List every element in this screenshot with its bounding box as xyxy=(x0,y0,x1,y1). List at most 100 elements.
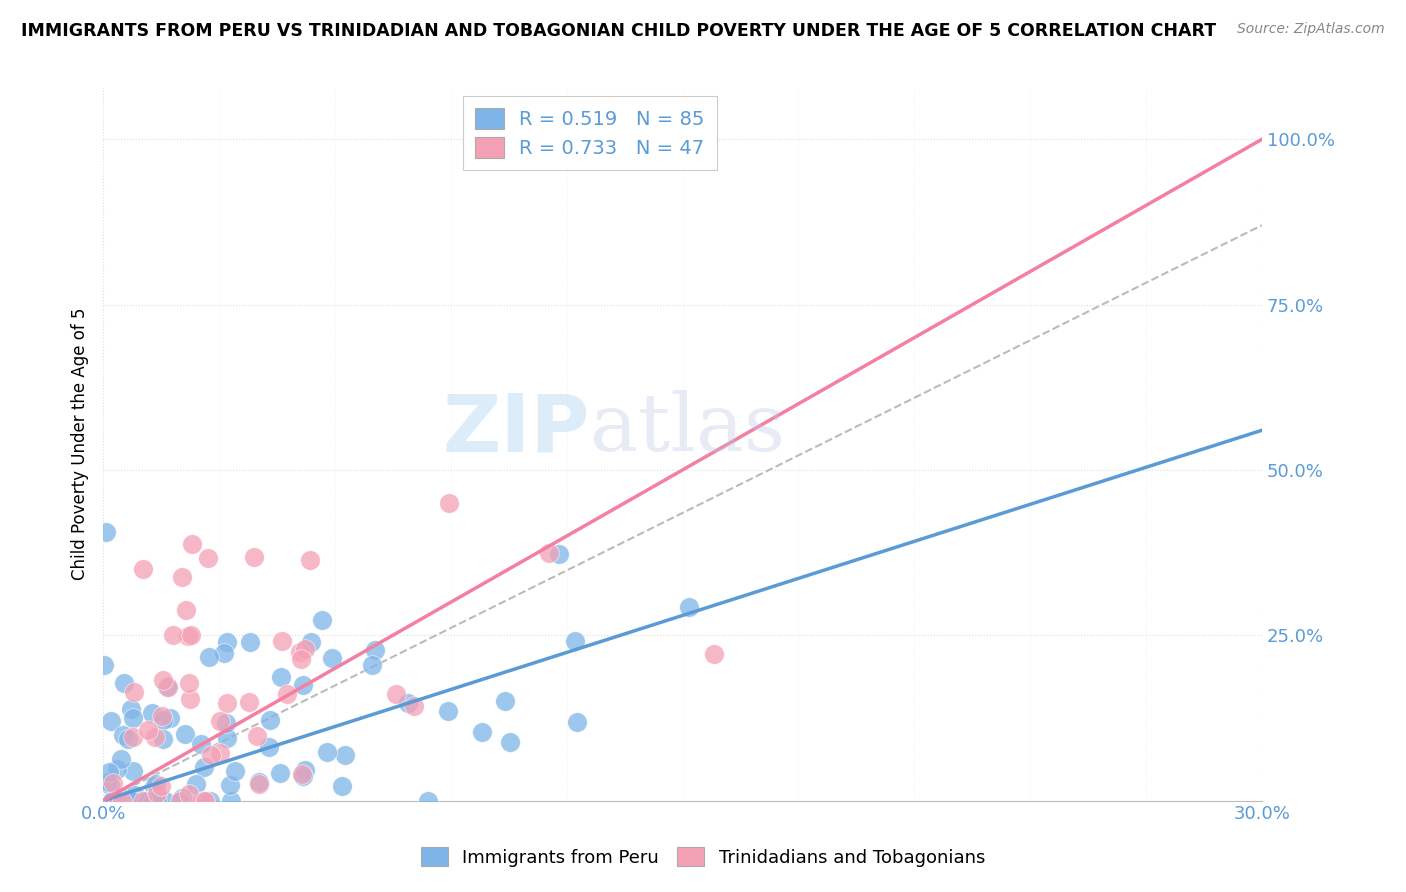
Point xyxy=(678,599,700,614)
Point xyxy=(159,711,181,725)
Point xyxy=(141,794,163,808)
Point xyxy=(238,695,260,709)
Point xyxy=(146,786,169,800)
Point xyxy=(155,680,177,694)
Point xyxy=(135,794,157,808)
Point xyxy=(184,777,207,791)
Point xyxy=(402,699,425,714)
Point xyxy=(105,762,128,776)
Point xyxy=(315,745,337,759)
Point xyxy=(361,658,384,673)
Point xyxy=(103,794,125,808)
Point xyxy=(122,711,145,725)
Point xyxy=(290,652,312,666)
Point xyxy=(565,714,588,729)
Point xyxy=(169,794,191,808)
Point xyxy=(364,643,387,657)
Point xyxy=(101,794,124,808)
Point xyxy=(152,673,174,688)
Point xyxy=(100,714,122,728)
Point xyxy=(191,794,214,808)
Point xyxy=(120,794,142,808)
Point xyxy=(93,657,115,672)
Point xyxy=(169,794,191,808)
Point xyxy=(174,727,197,741)
Point xyxy=(177,675,200,690)
Point xyxy=(146,794,169,808)
Point xyxy=(152,713,174,727)
Point xyxy=(132,794,155,808)
Point xyxy=(136,794,159,808)
Point xyxy=(471,724,494,739)
Point xyxy=(170,791,193,805)
Point xyxy=(153,794,176,808)
Point xyxy=(437,496,460,510)
Point xyxy=(193,794,215,808)
Point xyxy=(499,734,522,748)
Point xyxy=(117,732,139,747)
Point xyxy=(243,550,266,565)
Point xyxy=(115,792,138,806)
Point xyxy=(270,634,292,648)
Point xyxy=(193,760,215,774)
Point xyxy=(149,779,172,793)
Point xyxy=(162,628,184,642)
Point xyxy=(547,547,569,561)
Point xyxy=(214,646,236,660)
Point xyxy=(180,628,202,642)
Point xyxy=(239,635,262,649)
Point xyxy=(179,692,201,706)
Point xyxy=(215,731,238,745)
Point xyxy=(416,794,439,808)
Point xyxy=(177,787,200,801)
Point xyxy=(174,603,197,617)
Point xyxy=(494,694,516,708)
Point xyxy=(218,778,240,792)
Legend: R = 0.519   N = 85, R = 0.733   N = 47: R = 0.519 N = 85, R = 0.733 N = 47 xyxy=(463,96,717,169)
Point xyxy=(121,794,143,808)
Point xyxy=(138,794,160,808)
Point xyxy=(124,788,146,802)
Point xyxy=(224,764,246,778)
Point xyxy=(107,794,129,808)
Point xyxy=(150,709,173,723)
Point xyxy=(112,675,135,690)
Point xyxy=(122,764,145,778)
Point xyxy=(197,550,219,565)
Point xyxy=(198,794,221,808)
Point xyxy=(139,794,162,808)
Point xyxy=(294,764,316,778)
Point xyxy=(152,731,174,746)
Point xyxy=(291,678,314,692)
Point xyxy=(115,794,138,808)
Text: IMMIGRANTS FROM PERU VS TRINIDADIAN AND TOBAGONIAN CHILD POVERTY UNDER THE AGE O: IMMIGRANTS FROM PERU VS TRINIDADIAN AND … xyxy=(21,22,1216,40)
Point xyxy=(200,747,222,762)
Point xyxy=(321,651,343,665)
Legend: Immigrants from Peru, Trinidadians and Tobagonians: Immigrants from Peru, Trinidadians and T… xyxy=(413,840,993,874)
Point xyxy=(198,649,221,664)
Point xyxy=(276,687,298,701)
Point xyxy=(270,670,292,684)
Point xyxy=(145,777,167,791)
Point xyxy=(330,779,353,793)
Point xyxy=(101,794,124,808)
Point xyxy=(436,704,458,718)
Point xyxy=(209,714,232,729)
Text: Source: ZipAtlas.com: Source: ZipAtlas.com xyxy=(1237,22,1385,37)
Point xyxy=(112,728,135,742)
Point xyxy=(247,775,270,789)
Text: ZIP: ZIP xyxy=(443,390,589,468)
Text: atlas: atlas xyxy=(589,390,785,468)
Point xyxy=(294,641,316,656)
Point xyxy=(132,794,155,808)
Point xyxy=(98,778,121,792)
Point xyxy=(190,738,212,752)
Point xyxy=(141,706,163,721)
Point xyxy=(269,766,291,780)
Point xyxy=(181,537,204,551)
Point xyxy=(333,747,356,762)
Point xyxy=(288,645,311,659)
Point xyxy=(120,702,142,716)
Point xyxy=(291,766,314,780)
Point xyxy=(299,635,322,649)
